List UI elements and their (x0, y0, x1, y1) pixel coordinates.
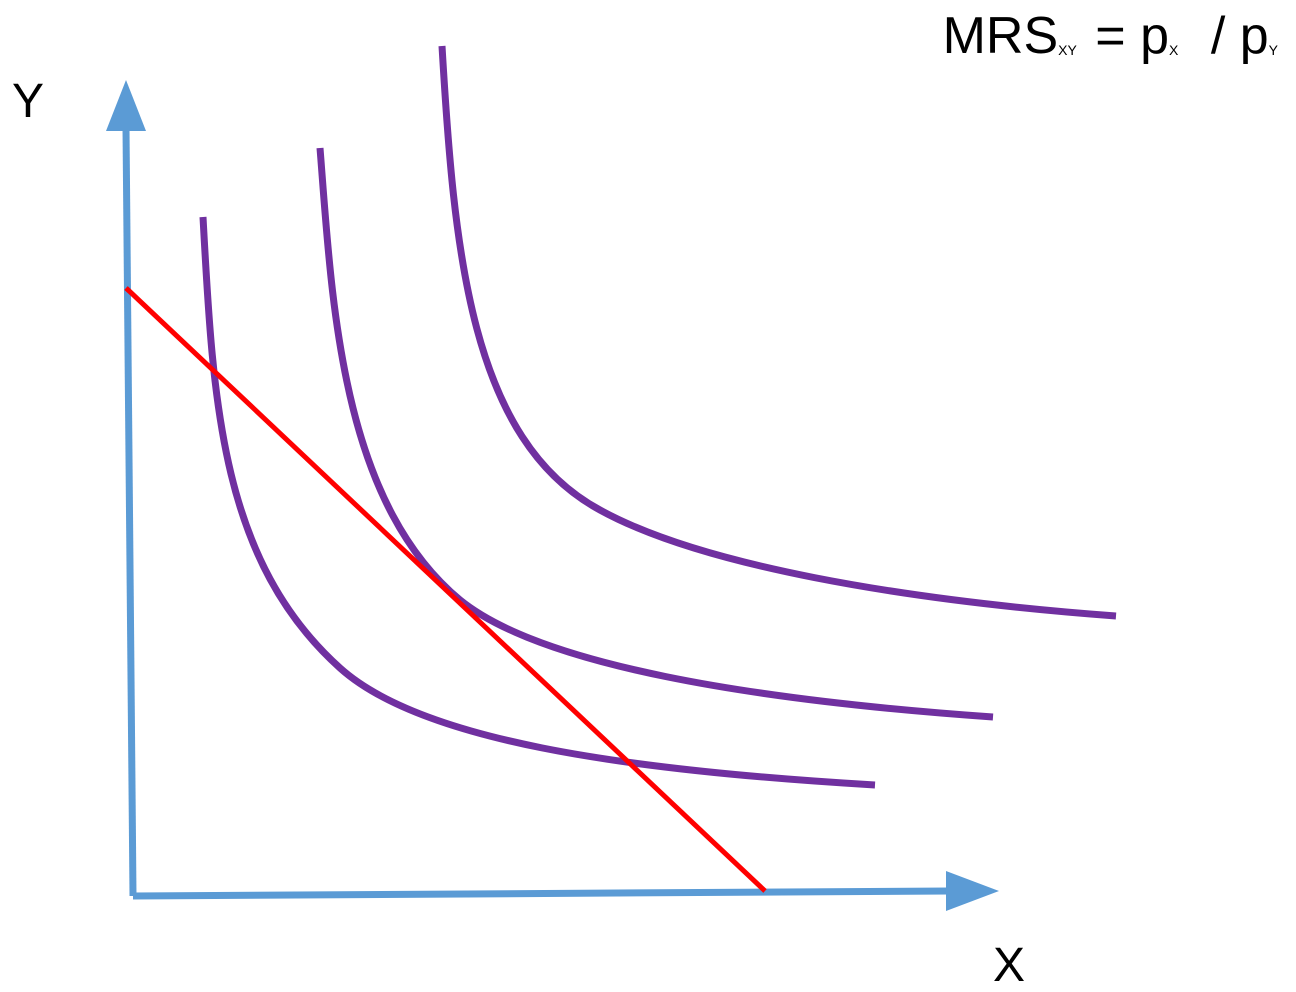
y-axis-line (122, 127, 137, 897)
formula-px-subscript: X (1169, 42, 1179, 58)
budget-line (124, 286, 767, 893)
x-axis-arrowhead (946, 871, 999, 911)
formula-slash: / (1210, 7, 1226, 65)
x-axis-line (132, 887, 951, 900)
formula-mrs: MRS (942, 7, 1059, 65)
formula-mrs-subscript: XY (1058, 42, 1077, 58)
formula-py-subscript: Y (1268, 42, 1278, 58)
mrs-formula: MRSXY = pX / pY (943, 10, 1282, 62)
formula-py: p (1239, 7, 1269, 65)
x-axis-label: X (993, 939, 1026, 992)
indifference-curve-low (199, 216, 876, 789)
y-axis-label: Y (12, 75, 45, 128)
formula-equals: = (1095, 7, 1126, 65)
formula-px: p (1140, 7, 1170, 65)
y-axis-arrowhead (106, 80, 146, 131)
indifference-curve-high (438, 45, 1117, 620)
indifference-curve-middle (316, 147, 994, 721)
